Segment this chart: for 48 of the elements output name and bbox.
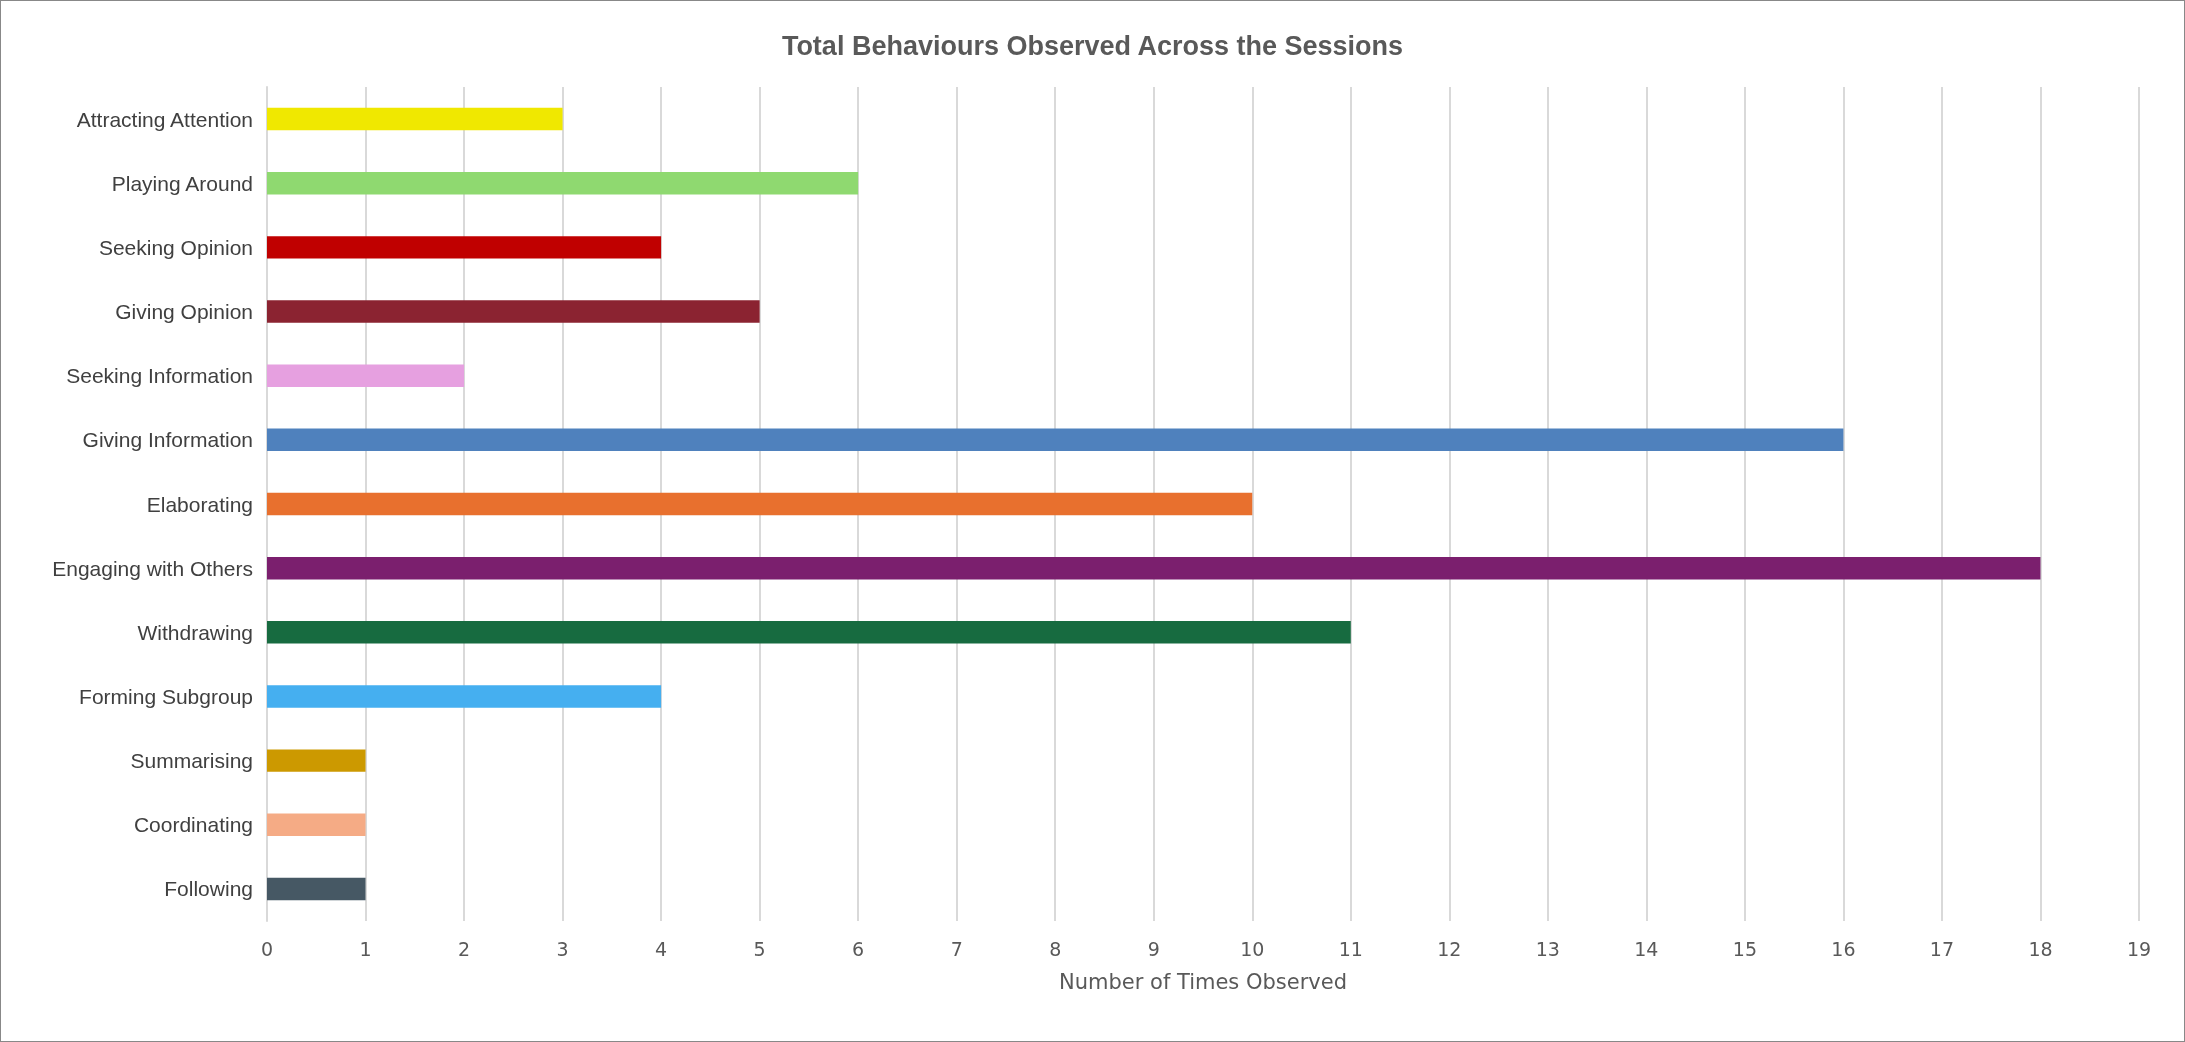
x-tick-label: 6 bbox=[852, 937, 865, 960]
chart-title: Total Behaviours Observed Across the Sessions bbox=[781, 30, 1404, 61]
y-tick-label: Elaborating bbox=[146, 492, 253, 516]
x-tick-label: 0 bbox=[260, 937, 274, 960]
y-tick-label: Attracting Attention bbox=[76, 107, 253, 131]
y-tick-label: Giving Information bbox=[82, 428, 253, 452]
bar bbox=[267, 621, 1351, 644]
bar bbox=[267, 107, 563, 131]
y-tick-label: Giving Opinion bbox=[115, 300, 253, 324]
y-tick-label: Coordinating bbox=[133, 813, 253, 837]
bar bbox=[267, 685, 662, 708]
bar bbox=[267, 428, 1844, 452]
bar bbox=[267, 556, 2041, 580]
bar bbox=[267, 236, 662, 259]
y-tick-label: Seeking Information bbox=[66, 364, 253, 388]
x-tick-label: 3 bbox=[556, 937, 569, 960]
x-tick-label: 8 bbox=[1049, 937, 1062, 960]
bar bbox=[267, 877, 366, 901]
x-tick-label: 10 bbox=[1240, 937, 1265, 960]
x-tick-label: 17 bbox=[1929, 937, 1955, 960]
bar bbox=[267, 749, 366, 772]
bar bbox=[267, 813, 366, 836]
x-tick-label: 16 bbox=[1831, 937, 1856, 960]
y-tick-label: Playing Around bbox=[111, 171, 253, 195]
y-tick-label: Seeking Opinion bbox=[98, 235, 253, 259]
x-tick-label: 14 bbox=[1634, 937, 1659, 960]
x-tick-label: 15 bbox=[1732, 937, 1757, 960]
x-tick-label: 2 bbox=[458, 937, 471, 960]
bar bbox=[267, 364, 465, 387]
x-tick-label: 4 bbox=[655, 937, 668, 960]
y-tick-label: Forming Subgroup bbox=[79, 684, 253, 708]
y-tick-label: Summarising bbox=[130, 749, 253, 773]
x-tick-label: 19 bbox=[2126, 937, 2152, 960]
bar bbox=[267, 172, 859, 195]
bar bbox=[267, 300, 760, 323]
x-tick-label: 7 bbox=[950, 937, 963, 960]
y-tick-label: Following bbox=[164, 877, 253, 901]
x-tick-label: 5 bbox=[753, 937, 766, 960]
bar bbox=[267, 492, 1253, 516]
x-axis-title: Number of Times Observed bbox=[1059, 969, 1347, 994]
y-tick-label: Engaging with Others bbox=[52, 556, 253, 580]
x-tick-label: 11 bbox=[1338, 937, 1363, 960]
x-tick-label: 18 bbox=[2028, 937, 2053, 960]
y-tick-label: Withdrawing bbox=[137, 620, 253, 644]
x-tick-label: 1 bbox=[359, 937, 372, 960]
x-tick-label: 12 bbox=[1437, 937, 1462, 960]
x-tick-label: 9 bbox=[1147, 937, 1160, 960]
x-tick-label: 13 bbox=[1535, 937, 1560, 960]
